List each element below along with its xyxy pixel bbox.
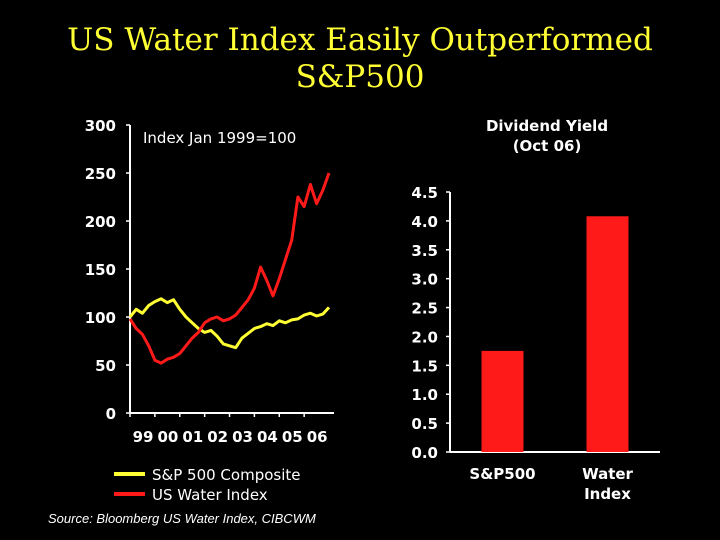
line-chart-y-tick-label: 0 <box>106 405 116 423</box>
bar-chart-y-tick-label: 0.5 <box>411 415 438 433</box>
line-chart-x-tick-label: 05 <box>282 428 303 446</box>
bar-chart-category-label: S&P500 <box>469 465 535 483</box>
bar-chart-category-label: Index <box>584 485 631 503</box>
bar-chart-y-tick-label: 4.5 <box>411 184 438 202</box>
legend-label: US Water Index <box>152 486 268 504</box>
bar-chart-title: (Oct 06) <box>513 137 582 155</box>
line-chart-y-tick-label: 250 <box>85 165 116 183</box>
bar-chart-y-tick-label: 2.0 <box>411 328 438 346</box>
water-index-yield-bar <box>586 216 629 452</box>
line-chart-y-tick-label: 100 <box>85 309 116 327</box>
line-chart-x-tick-label: 00 <box>157 428 178 446</box>
bar-chart-y-tick-label: 1.5 <box>411 357 438 375</box>
bar-chart-y-tick-label: 4.0 <box>411 213 438 231</box>
title-line-2: S&P500 <box>295 59 425 95</box>
source-note: Source: Bloomberg US Water Index, CIBCWM <box>48 511 316 526</box>
water-index-series-line <box>128 172 331 365</box>
line-chart-x-tick-label: 03 <box>232 428 253 446</box>
bar-chart-category-label: Water <box>582 465 633 483</box>
bar-chart-title: Dividend Yield <box>486 117 608 135</box>
bar-chart-y-tick-label: 3.0 <box>411 271 438 289</box>
line-chart-x-tick-label: 99 <box>133 428 154 446</box>
title-line-1: US Water Index Easily Outperformed <box>67 22 653 58</box>
line-chart-y-tick-label: 50 <box>95 357 116 375</box>
line-chart-y-tick-label: 200 <box>85 213 116 231</box>
line-chart-title: Index Jan 1999=100 <box>143 129 296 147</box>
sp500-series-line <box>128 297 331 350</box>
bar-chart-y-tick-label: 3.5 <box>411 242 438 260</box>
line-chart-y-tick-label: 300 <box>85 117 116 135</box>
line-chart-x-tick-label: 02 <box>207 428 228 446</box>
bar-chart-y-tick-label: 2.5 <box>411 300 438 318</box>
bar-chart-y-tick-label: 1.0 <box>411 386 438 404</box>
sp500-yield-bar <box>481 350 524 452</box>
bar-chart-y-tick-label: 0.0 <box>411 444 438 462</box>
slide-title: US Water Index Easily Outperformed S&P50… <box>0 22 720 96</box>
line-chart-x-tick-label: 04 <box>257 428 278 446</box>
line-chart-x-tick-label: 01 <box>182 428 203 446</box>
line-chart-x-tick-label: 06 <box>307 428 328 446</box>
line-chart-y-tick-label: 150 <box>85 261 116 279</box>
legend-label: S&P 500 Composite <box>152 466 300 484</box>
